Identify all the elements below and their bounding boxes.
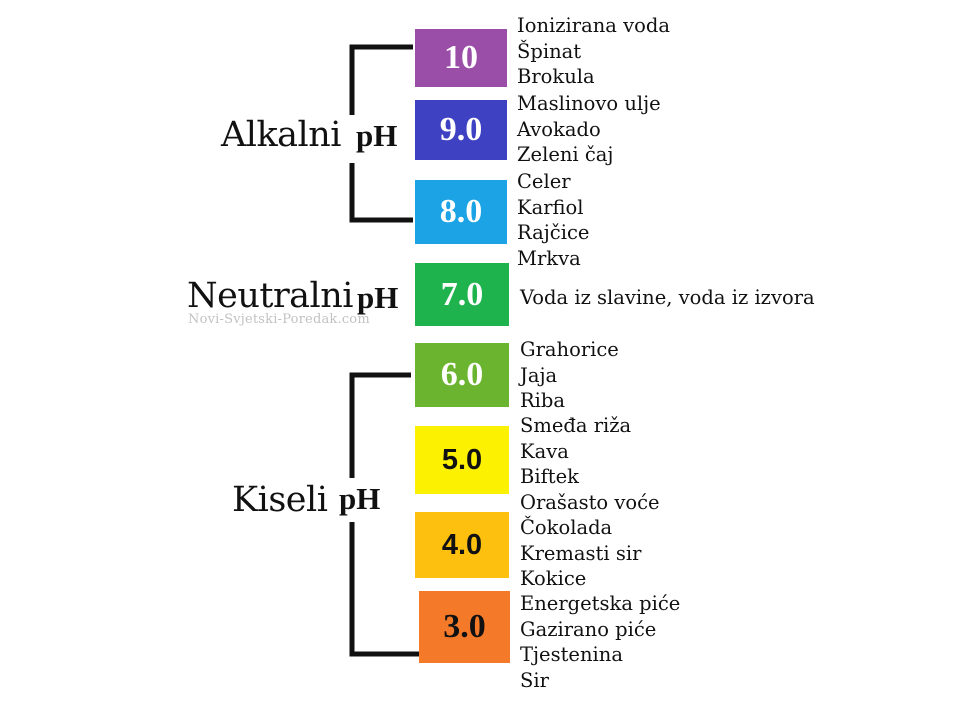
ph-value: 7.0 xyxy=(440,275,484,313)
list-item: Zeleni čaj xyxy=(517,143,614,166)
alkaline-ph-label: pH xyxy=(356,118,398,153)
list-item: Avokado xyxy=(517,117,601,141)
neutral-ph-label: pH xyxy=(357,280,399,315)
list-item: Maslinovo ulje xyxy=(517,92,661,115)
items-ph-6: Grahorice Jaja Riba xyxy=(520,337,619,414)
list-item: Sir xyxy=(520,668,549,692)
items-ph-5: Smeđa riža Kava Biftek Orašasto voće xyxy=(520,413,660,515)
items-ph-8: Celer Karfiol Rajčice Mrkva xyxy=(517,169,589,271)
items-ph-4: Čokolada Kremasti sir Kokice xyxy=(520,515,641,592)
ph-box-9: 9.0 xyxy=(415,100,507,160)
list-item: Kava xyxy=(520,439,569,463)
ph-value: 4.0 xyxy=(441,528,483,561)
items-ph-9: Maslinovo ulje Avokado Zeleni čaj xyxy=(517,91,661,168)
acidic-label: Kiseli xyxy=(232,480,328,520)
list-item: Celer xyxy=(517,170,571,193)
ph-box-4: 4.0 xyxy=(415,512,509,578)
watermark: Novi-Svjetski-Poredak.com xyxy=(188,312,370,327)
list-item: Špinat xyxy=(517,39,582,63)
list-item: Gazirano piće xyxy=(520,617,657,641)
list-item: Mrkva xyxy=(517,246,581,270)
ph-value: 6.0 xyxy=(440,356,484,393)
ph-value: 8.0 xyxy=(439,193,483,230)
acidic-ph-label: pH xyxy=(339,481,381,516)
ph-value: 5.0 xyxy=(441,443,483,476)
list-item: Kokice xyxy=(520,567,587,590)
ph-box-7: 7.0 xyxy=(415,263,509,326)
items-ph-3: Energetska piće Gazirano piće Tjestenina… xyxy=(520,591,680,693)
acidic-bracket xyxy=(349,372,419,657)
list-item: Kremasti sir xyxy=(520,541,642,565)
list-item: Riba xyxy=(520,389,566,412)
ph-box-10: 10 xyxy=(415,29,507,87)
neutral-label: Neutralni xyxy=(187,276,353,316)
ph-value: 9.0 xyxy=(439,111,483,148)
alkaline-label: Alkalni xyxy=(221,115,341,155)
list-item: Grahorice xyxy=(520,338,619,361)
list-item: Orašasto voće xyxy=(520,490,660,514)
ph-box-5: 5.0 xyxy=(415,426,509,494)
ph-box-8: 8.0 xyxy=(415,180,507,244)
list-item: Ionizirana voda xyxy=(517,14,670,37)
ph-value: 10 xyxy=(444,39,478,76)
ph-value: 3.0 xyxy=(443,608,486,645)
list-item: Rajčice xyxy=(517,221,590,244)
items-ph-7: Voda iz slavine, voda iz izvora xyxy=(520,285,815,311)
ph-box-6: 6.0 xyxy=(415,343,509,407)
alkaline-bracket xyxy=(349,44,413,223)
list-item: Tjestenina xyxy=(520,643,623,666)
list-item: Čokolada xyxy=(520,516,613,539)
items-ph-10: Ionizirana voda Špinat Brokula xyxy=(517,13,670,90)
list-item: Energetska piće xyxy=(520,592,681,615)
list-item: Jaja xyxy=(520,363,558,387)
ph-box-3: 3.0 xyxy=(419,591,510,663)
list-item: Brokula xyxy=(517,65,595,88)
list-item: Voda iz slavine, voda iz izvora xyxy=(520,286,815,309)
list-item: Karfiol xyxy=(517,195,584,219)
list-item: Biftek xyxy=(520,465,579,488)
list-item: Smeđa riža xyxy=(520,414,632,437)
